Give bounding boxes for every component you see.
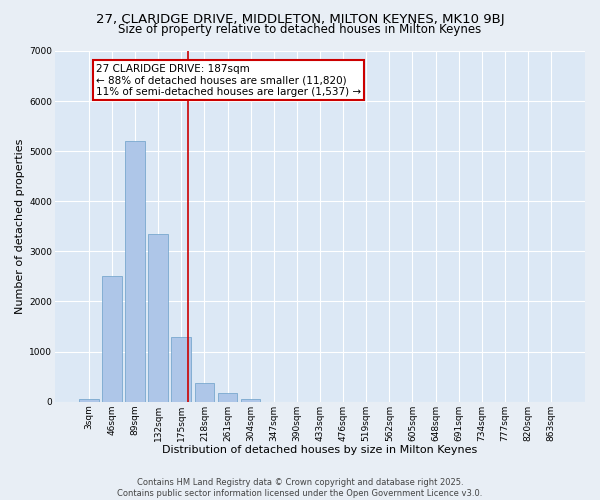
Y-axis label: Number of detached properties: Number of detached properties [15, 138, 25, 314]
Text: 27, CLARIDGE DRIVE, MIDDLETON, MILTON KEYNES, MK10 9BJ: 27, CLARIDGE DRIVE, MIDDLETON, MILTON KE… [95, 12, 505, 26]
Bar [102, 276, 122, 402]
Bar [125, 141, 145, 402]
Bar [79, 399, 98, 402]
Text: Contains HM Land Registry data © Crown copyright and database right 2025.
Contai: Contains HM Land Registry data © Crown c… [118, 478, 482, 498]
Bar [148, 234, 168, 402]
Text: Size of property relative to detached houses in Milton Keynes: Size of property relative to detached ho… [118, 22, 482, 36]
X-axis label: Distribution of detached houses by size in Milton Keynes: Distribution of detached houses by size … [163, 445, 478, 455]
Text: 27 CLARIDGE DRIVE: 187sqm
← 88% of detached houses are smaller (11,820)
11% of s: 27 CLARIDGE DRIVE: 187sqm ← 88% of detac… [96, 64, 361, 96]
Bar [194, 382, 214, 402]
Bar [218, 393, 238, 402]
Bar [241, 398, 260, 402]
Bar [172, 336, 191, 402]
